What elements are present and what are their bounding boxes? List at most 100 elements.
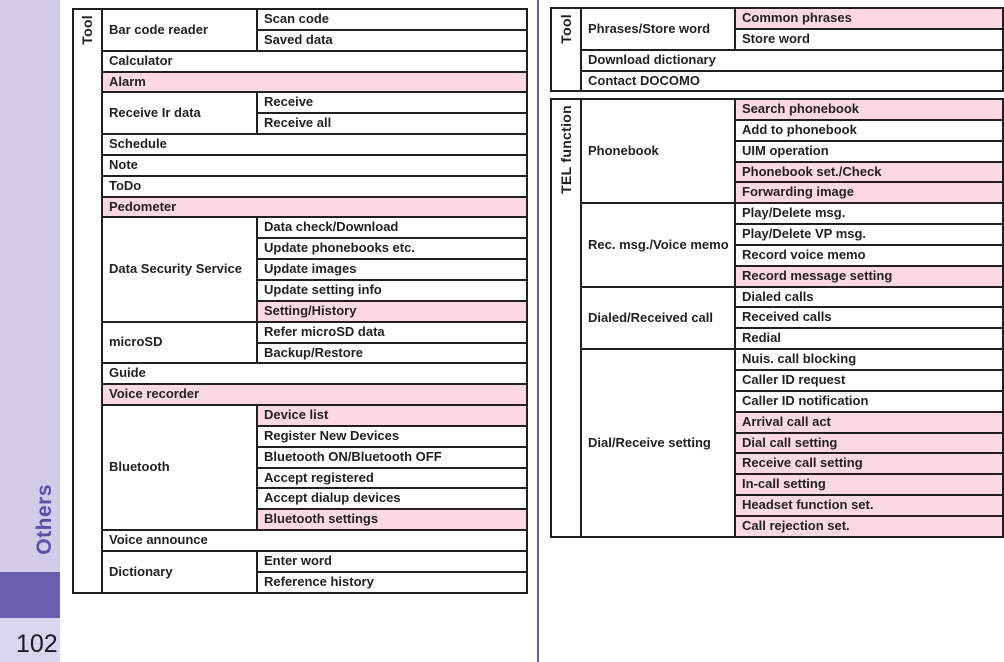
menu-group-cell: Data Security Service [101,216,258,323]
menu-item-cell: Scan code [256,8,528,31]
menu-item-cell: Received calls [734,306,1004,330]
table-row: Update images [73,258,528,281]
table-row: Play/Delete VP msg. [551,223,1004,246]
table-row: Phonebook set./Check [551,160,1004,184]
menu-item-cell: Enter word [256,549,528,573]
menu-table-tel-function-menu: TEL function Phonebook Search phonebook Add… [550,97,1004,538]
table-row: Schedule [73,133,528,156]
sidebar-strip-footer [0,618,60,662]
menu-item-cell: Data check/Download [256,216,528,240]
table-row: Note [73,153,528,177]
menu-item-cell: Nuis. call blocking [734,348,1004,371]
menu-item-cell: Saved data [256,28,528,52]
table-row: Caller ID notification [551,389,1004,413]
menu-group-cell: Dialed/Received call [580,285,736,351]
tool-menu-table-left: Tool Bar code reader Scan code Saved data Ca… [72,8,528,594]
table-row: Store word [551,27,1004,51]
table-row: Update setting info [73,278,528,302]
axis-label-cell: Tool [550,6,582,93]
menu-row-cell: Voice recorder [101,383,528,407]
menu-group-cell: Dictionary [101,549,258,594]
menu-item-cell: Add to phonebook [734,118,1004,142]
table-row: Arrival call act [551,410,1004,434]
menu-item-cell: Refer microSD data [256,320,528,344]
menu-item-cell: Redial [734,327,1004,351]
menu-item-cell: Device list [256,404,528,427]
table-row: Bluetooth ON/Bluetooth OFF [73,445,528,469]
menu-item-cell: Call rejection set. [734,514,1004,538]
table-row: Pedometer [73,195,528,219]
menu-row-cell: Note [101,153,528,177]
axis-label-cell: TEL function [550,98,582,538]
table-row: Rec. msg./Voice memo Play/Delete msg. [551,202,1004,288]
table-row: Setting/History [73,299,528,323]
menu-table-tool-menu-left: Tool Bar code reader Scan code Saved data Ca… [72,8,528,594]
table-row: Register New Devices [73,424,528,448]
column-divider-line [537,0,539,662]
menu-row-cell: Download dictionary [580,48,1004,72]
menu-item-cell: Bluetooth settings [256,508,528,532]
table-row: Accept registered [73,466,528,490]
table-row: Backup/Restore [73,341,528,365]
menu-item-cell: Play/Delete VP msg. [734,223,1004,246]
menu-item-cell: Store word [734,27,1004,51]
menu-item-cell: Arrival call act [734,410,1004,434]
menu-table-tool-menu-right: Tool Phrases/Store word Common phrases Stor… [550,6,1004,93]
menu-group-cell: Bluetooth [101,404,258,532]
axis-label: Tool [557,14,574,44]
table-row: Alarm [73,70,528,94]
menu-item-cell: Caller ID request [734,368,1004,392]
table-row: Record voice memo [551,243,1004,267]
table-row: Calculator [73,49,528,73]
table-row: Saved data [73,28,528,52]
table-row: Receive call setting [551,452,1004,476]
menu-item-cell: Common phrases [734,7,1004,30]
menu-group-cell: microSD [101,320,258,365]
menu-item-cell: Search phonebook [734,98,1004,121]
menu-row-cell: Contact DOCOMO [580,69,1004,93]
table-row: ToDo [73,174,528,198]
table-row: Dialed/Received call Dialed calls [551,285,1004,351]
menu-item-cell: Record message setting [734,264,1004,288]
menu-group-cell: Receive Ir data [101,91,258,136]
table-row: In-call setting [551,473,1004,497]
menu-item-cell: In-call setting [734,473,1004,497]
table-row: Reference history [73,570,528,594]
table-row: Caller ID request [551,368,1004,392]
section-label: Others [33,484,56,555]
table-row: Data Security Service Data check/Download [73,216,528,323]
menu-row-cell: Guide [101,362,528,386]
axis-label: Tool [79,15,96,45]
menu-item-cell: Play/Delete msg. [734,202,1004,226]
tool-menu-table-right: Tool Phrases/Store word Common phrases Stor… [550,6,1004,93]
menu-item-cell: Accept dialup devices [256,487,528,511]
sidebar-accent-block [0,572,60,618]
table-row: Add to phonebook [551,118,1004,142]
table-row: TEL function Phonebook Search phonebook [550,97,1004,538]
menu-group-cell: Phonebook [580,97,736,205]
menu-group-cell: Rec. msg./Voice memo [580,202,736,288]
menu-item-cell: UIM operation [734,139,1004,163]
table-row: Received calls [551,306,1004,330]
menu-row-cell: Alarm [101,70,528,94]
menu-group-cell: Phrases/Store word [580,7,736,51]
menu-row-cell: ToDo [101,174,528,198]
table-row: Dial call setting [551,431,1004,455]
table-row: microSD Refer microSD data [73,320,528,365]
menu-item-cell: Register New Devices [256,424,528,448]
tel-function-menu-table: TEL function Phonebook Search phonebook Add… [550,97,1004,538]
menu-item-cell: Headset function set. [734,494,1004,517]
menu-row-cell: Schedule [101,133,528,156]
table-row: Tool Phrases/Store word Common phrases [550,6,1004,93]
axis-label: TEL function [557,105,574,194]
table-row: Download dictionary [551,48,1004,72]
menu-item-cell: Update phonebooks etc. [256,237,528,261]
menu-row-cell: Voice announce [101,529,528,552]
table-row: Voice announce [73,529,528,552]
sidebar-strip [0,0,60,662]
table-row: Bluetooth Device list [73,404,528,532]
table-row: Dial/Receive setting Nuis. call blocking [551,348,1004,538]
menu-item-cell: Receive call setting [734,452,1004,476]
table-row: Redial [551,327,1004,351]
menu-item-cell: Forwarding image [734,181,1004,205]
